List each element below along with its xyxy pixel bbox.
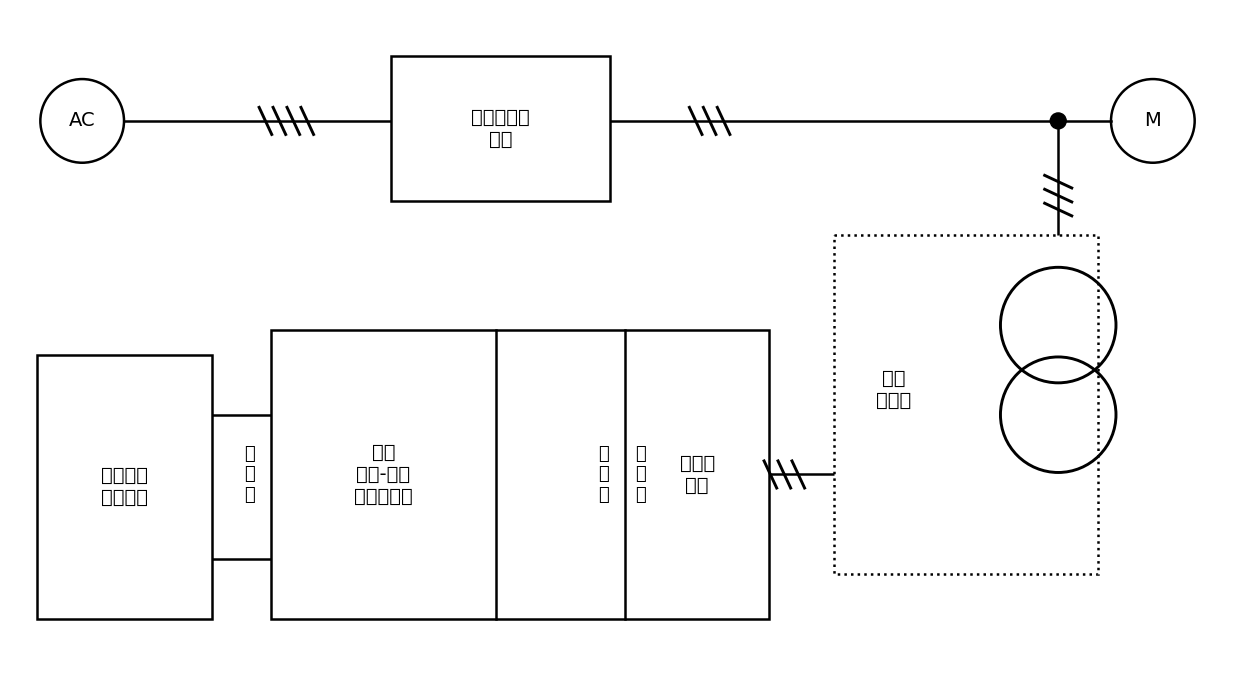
Text: 隔离
变压器: 隔离 变压器 [877,369,911,410]
Circle shape [1050,113,1066,129]
Bar [835,235,1099,574]
Text: 双向晶闸管
模块: 双向晶闸管 模块 [471,108,529,149]
Text: M: M [1145,111,1161,131]
Text: 超级电容
储能模块: 超级电容 储能模块 [100,466,148,508]
Bar [272,330,496,619]
Text: 低
压
侧: 低 压 侧 [244,444,255,504]
Bar [391,56,610,201]
Text: 直
流
侧: 直 流 侧 [636,444,646,504]
Text: 双向
直流-直流
变换器模块: 双向 直流-直流 变换器模块 [355,443,413,506]
Bar [625,330,769,619]
Bar [37,355,212,619]
Text: AC: AC [69,111,95,131]
Text: 逆变器
模块: 逆变器 模块 [680,454,714,495]
Text: 高
压
侧: 高 压 侧 [598,444,609,504]
